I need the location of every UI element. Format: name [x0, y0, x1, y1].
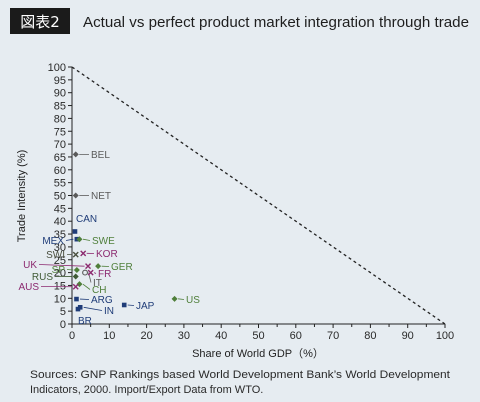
point-label: SWI [46, 250, 65, 261]
source-line: Sources: GNP Rankings based World Develo… [30, 369, 450, 381]
y-tick-label: 35 [54, 229, 66, 241]
x-tick-label: 60 [290, 330, 302, 342]
x-tick-label: 40 [215, 330, 227, 342]
figure-badge-box [10, 8, 70, 34]
point-label: FR [98, 269, 111, 280]
point-marker [72, 192, 79, 199]
point-marker [72, 283, 79, 290]
leader-line [83, 306, 103, 311]
source-line: Indicators, 2000. Import/Export Data fro… [30, 384, 263, 396]
point-label: NET [91, 191, 111, 202]
x-axis-label: Share of World GDP（%） [192, 347, 324, 360]
y-tick-label: 85 [54, 101, 66, 113]
leader-lines [38, 153, 185, 311]
y-tick-label: 65 [54, 152, 66, 164]
y-tick-label: 75 [54, 126, 66, 138]
y-tick-label: 95 [54, 75, 66, 87]
point-marker [73, 267, 80, 274]
point-label: US [186, 295, 200, 306]
y-tick-label: 100 [48, 62, 66, 74]
point-label: KOR [96, 249, 118, 260]
point-marker [80, 250, 87, 257]
leader-line [65, 238, 74, 241]
point-label: JAP [136, 301, 155, 312]
leader-line [38, 264, 85, 267]
point-marker [72, 151, 79, 158]
leader-line [178, 298, 185, 300]
y-tick-label: 70 [54, 139, 66, 151]
source-note: Sources: GNP Rankings based World Develo… [30, 369, 450, 396]
point-markers [72, 151, 178, 312]
y-tick-label: 60 [54, 165, 66, 177]
y-tick-label: 80 [54, 113, 66, 125]
leader-line [82, 238, 91, 241]
leader-line [127, 304, 135, 306]
point-marker [76, 236, 83, 243]
point-marker [95, 263, 102, 270]
x-tick-label: 10 [103, 330, 115, 342]
point-label: CH [92, 285, 106, 296]
figure-header: 図表2 Actual vs perfect product market int… [10, 8, 469, 34]
x-tick-label: 80 [364, 330, 376, 342]
y-tick-label: 45 [54, 203, 66, 215]
point-marker [82, 269, 89, 276]
point-marker [87, 269, 94, 276]
point-marker [74, 296, 79, 302]
point-label: MEX [42, 236, 64, 247]
x-tick-label: 30 [178, 330, 190, 342]
point-label: UK [23, 260, 37, 271]
x-tick-label: 70 [327, 330, 339, 342]
point-label: AUS [18, 282, 39, 293]
x-tick-label: 100 [436, 330, 454, 342]
leader-line [66, 269, 74, 271]
x-tick-label: 20 [140, 330, 152, 342]
figure-badge: 図表2 [20, 13, 60, 31]
point-label: RUS [32, 272, 53, 283]
chart-title: Actual vs perfect product market integra… [83, 14, 469, 31]
x-tick-label: 0 [69, 330, 75, 342]
point-marker [72, 229, 78, 234]
y-tick-label: 50 [54, 191, 66, 203]
leader-line [93, 272, 97, 274]
point-label: GER [111, 262, 133, 273]
point-marker [171, 295, 178, 302]
plot-area: 0510152025303540455055606570758085909510… [18, 62, 454, 342]
point-marker [75, 306, 81, 312]
point-label: CAN [76, 214, 97, 225]
y-axis-label: Trade Intensity (%) [16, 150, 28, 243]
point-label: BEL [91, 150, 110, 161]
point-label: SWE [92, 236, 115, 247]
y-tick-label: 10 [54, 293, 66, 305]
point-label: SP [52, 265, 66, 276]
y-tick-label: 40 [54, 216, 66, 228]
leader-line [82, 283, 91, 290]
point-label: IN [104, 306, 114, 317]
point-marker [72, 273, 79, 280]
y-tick-label: 0 [60, 319, 66, 331]
x-tick-label: 90 [402, 330, 414, 342]
y-tick-label: 25 [54, 255, 66, 267]
y-tick-label: 30 [54, 242, 66, 254]
point-marker [85, 263, 92, 270]
point-label: ARG [91, 295, 113, 306]
y-tick-label: 55 [54, 178, 66, 190]
point-marker [76, 281, 83, 288]
x-tick-label: 50 [252, 330, 264, 342]
point-label: BR [78, 316, 92, 327]
y-tick-label: 90 [54, 88, 66, 100]
y-tick-label: 5 [60, 306, 66, 318]
point-marker [72, 251, 79, 258]
point-label: IT [93, 278, 102, 289]
point-marker [121, 302, 127, 308]
